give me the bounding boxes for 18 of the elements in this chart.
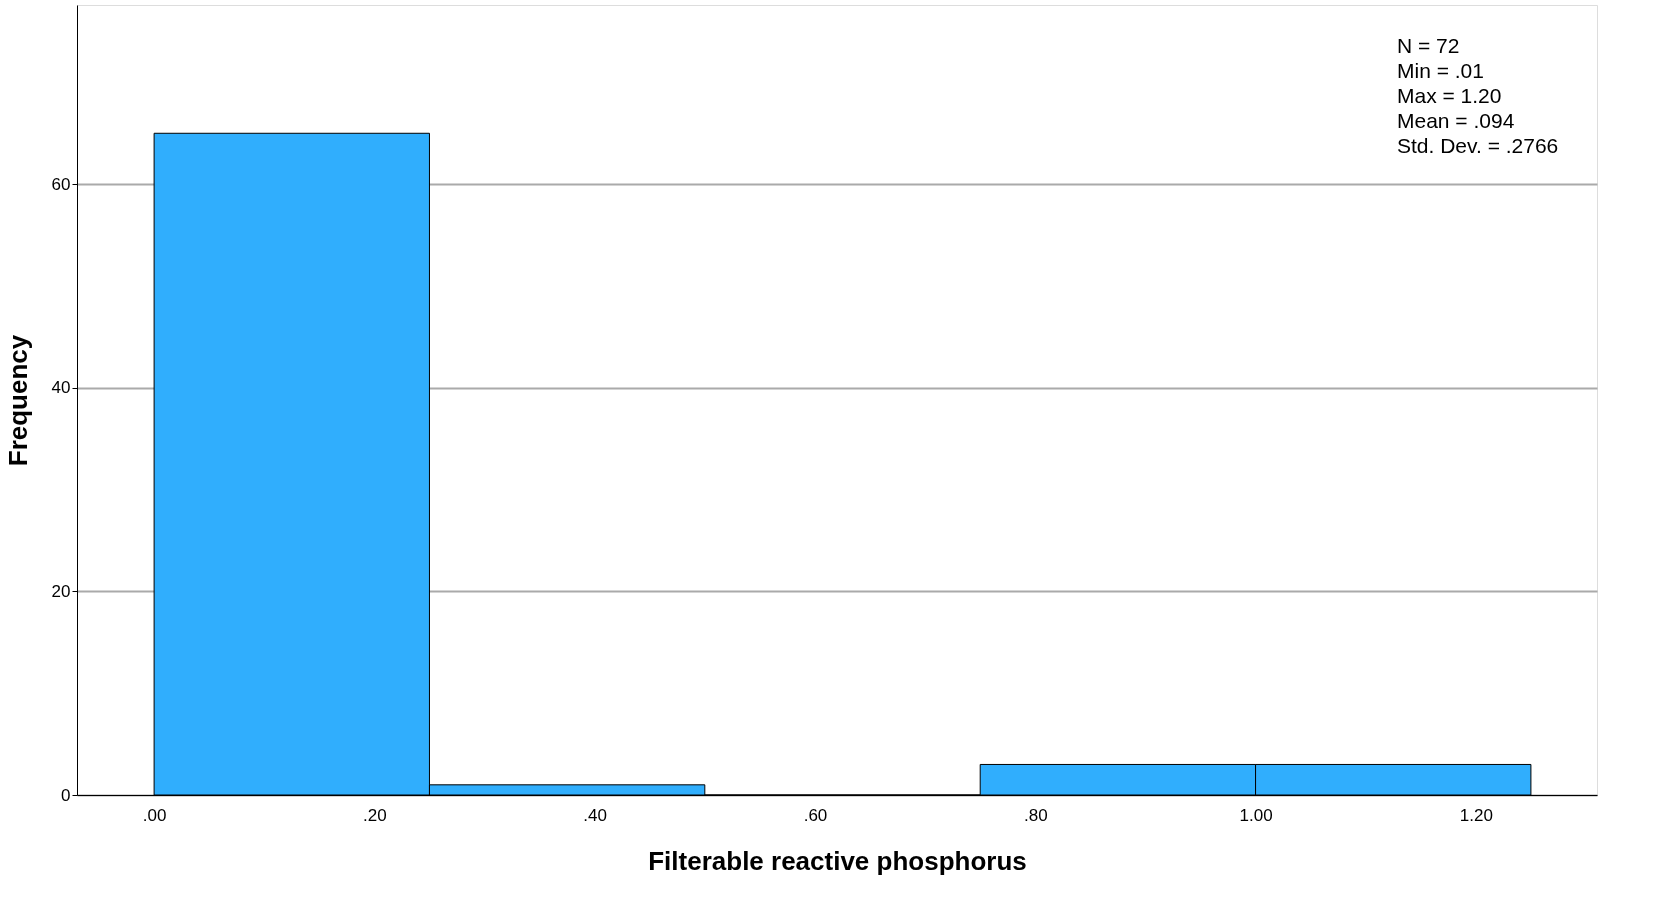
x-tick-label: 1.00 (1239, 805, 1273, 825)
x-tick-label: .40 (583, 805, 607, 825)
x-tick-label: .20 (363, 805, 387, 825)
x-tick-label: .60 (803, 805, 828, 825)
y-tick-label: 60 (51, 174, 71, 194)
annotation: Max = 1.20 (1397, 83, 1502, 107)
annotation: N = 72 (1397, 33, 1460, 57)
x-tick-label: .80 (1023, 805, 1048, 825)
y-axis-title: Frequency (2, 334, 33, 467)
annotation: Std. Dev. = .2766 (1397, 133, 1559, 157)
x-tick-label: .00 (142, 805, 167, 825)
annotation: Mean = .094 (1397, 108, 1515, 132)
y-tick-label: 0 (61, 785, 71, 805)
y-tick-label: 40 (51, 378, 71, 398)
y-tick-label: 20 (51, 581, 71, 601)
x-tick-label: 1.20 (1459, 805, 1493, 825)
x-axis-title: Filterable reactive phosphorus (648, 845, 1027, 876)
annotation: Min = .01 (1397, 58, 1484, 82)
